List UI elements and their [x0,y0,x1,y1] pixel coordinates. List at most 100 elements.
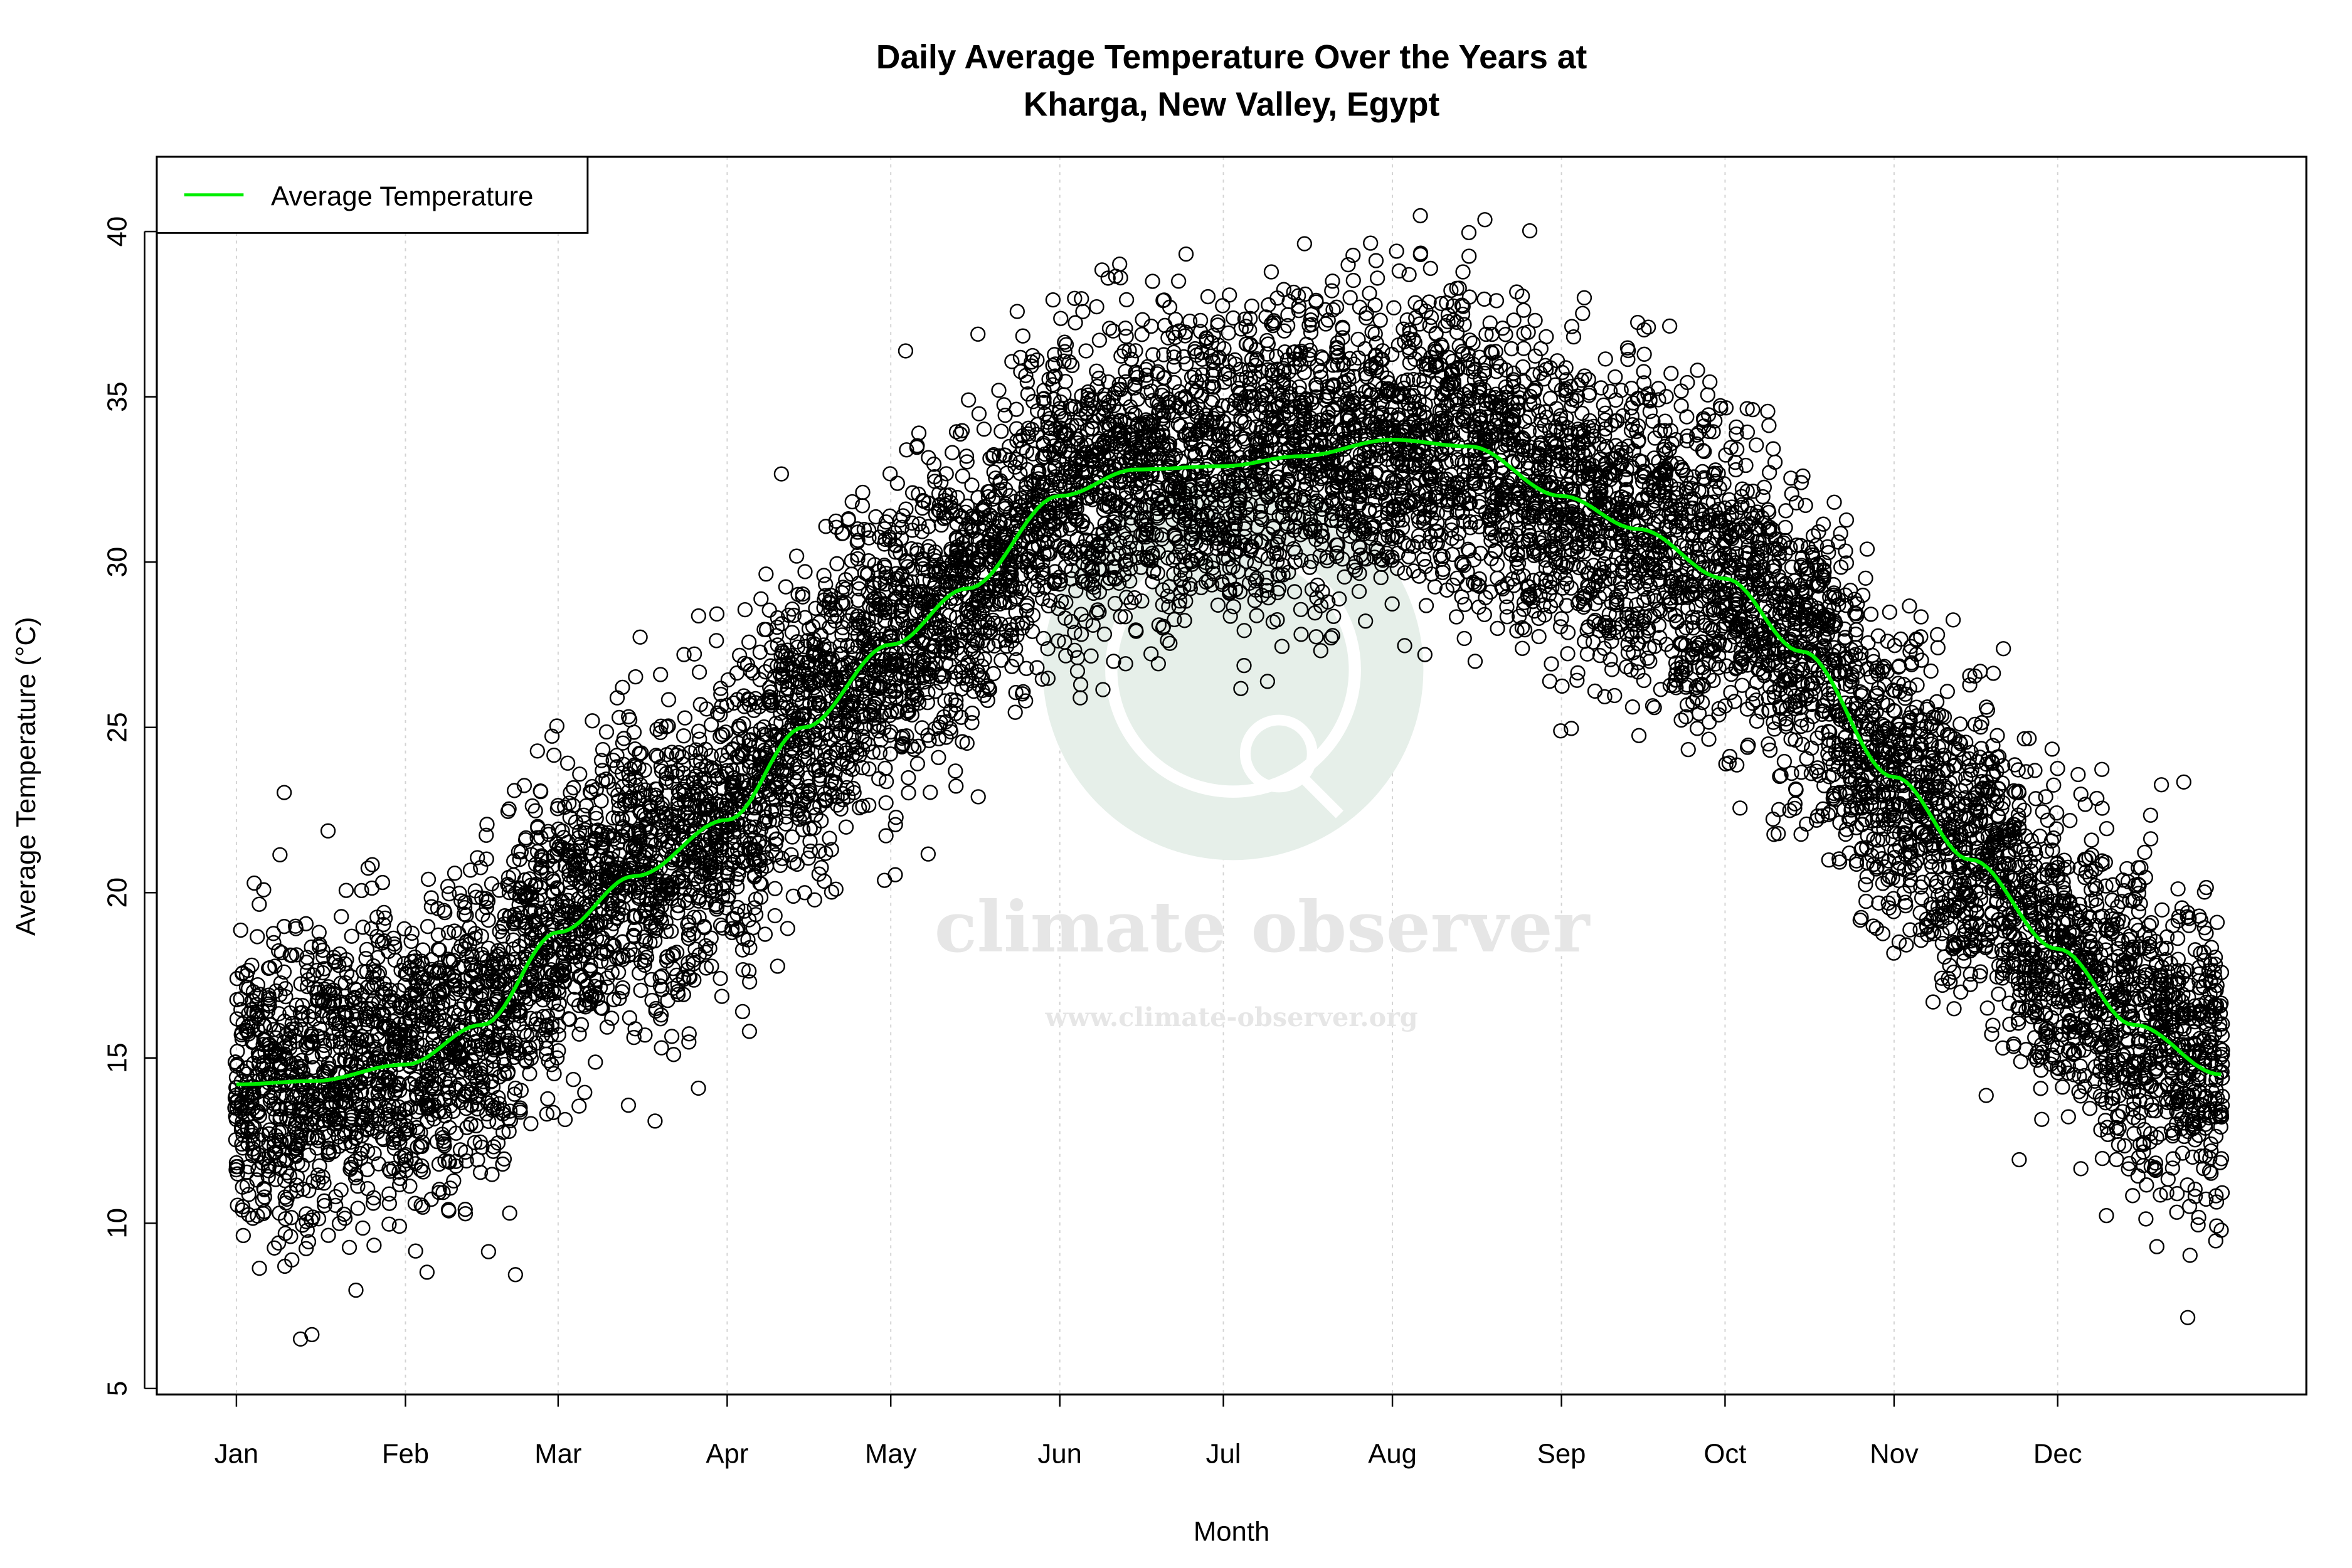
data-point [252,896,267,912]
data-point [338,1094,354,1110]
data-point [479,899,494,915]
data-point [282,1036,298,1052]
data-point [268,1172,283,1187]
data-point [301,1183,317,1199]
data-point [492,924,507,940]
data-point [256,882,272,898]
data-point [339,965,355,981]
data-point [474,1139,490,1155]
data-point [470,850,485,866]
data-point [304,1212,319,1228]
data-point [360,861,376,876]
data-point [492,1019,507,1035]
data-point [383,1074,398,1090]
data-point [413,953,430,969]
data-point [295,1217,310,1233]
data-point [272,1132,287,1148]
data-point [278,988,294,1005]
data-point [343,1113,359,1128]
data-point [364,857,380,872]
data-point [331,958,347,973]
data-point [415,1134,430,1150]
data-point [459,1120,475,1135]
data-point [383,1108,398,1124]
data-point [358,1067,374,1083]
data-point [408,1243,423,1259]
data-point [414,1158,430,1174]
data-point [467,930,483,946]
data-point [423,951,440,968]
data-point [376,904,392,920]
data-point [371,1116,387,1131]
data-point [480,893,496,909]
data-point [479,817,495,832]
data-point [293,1058,309,1074]
data-point [343,1057,359,1073]
data-point [350,1179,366,1194]
data-point [344,1138,360,1154]
data-point [462,862,479,878]
data-point [311,939,327,955]
data-point [262,1017,278,1033]
data-point [260,1168,276,1185]
data-point [276,964,292,980]
data-point [320,823,336,839]
data-point [442,1180,458,1196]
data-point [381,1161,397,1177]
data-point [354,882,369,899]
data-point [440,1084,457,1100]
data-point [457,1202,473,1217]
data-point [348,1282,364,1298]
data-point [327,993,342,1009]
chart-subtitle: Kharga, New Valley, Egypt [1024,86,1440,123]
data-point [479,851,494,867]
data-point [440,925,457,941]
data-point [352,1075,369,1091]
data-point [396,1148,413,1164]
data-point [440,1079,457,1095]
data-point [283,1100,299,1116]
data-point [241,1159,257,1175]
data-point [240,962,256,978]
data-point [436,1133,452,1149]
data-point [420,871,437,887]
data-point [404,925,420,941]
data-point [353,1084,369,1099]
data-point [484,1167,500,1182]
data-point [284,947,300,963]
data-point [470,977,486,992]
data-point [244,957,260,973]
data-point [289,947,304,963]
data-point [298,1241,314,1256]
data-point [415,942,431,958]
data-point [298,916,314,931]
data-point [344,928,359,944]
data-point [484,1073,499,1089]
data-point [413,970,429,985]
data-point [334,909,349,924]
data-point [457,1206,474,1222]
data-point [317,961,332,977]
data-point [235,1227,252,1244]
data-point [485,1139,502,1155]
data-point [480,1113,497,1129]
data-point [437,904,453,921]
data-point [392,1170,408,1187]
data-point [338,882,354,898]
data-point [383,1163,398,1179]
data-point [383,982,398,998]
data-point [457,899,473,916]
data-point [458,1144,474,1160]
data-point [328,954,344,970]
data-point [403,933,419,950]
data-point [295,1181,311,1197]
data-point [240,1019,256,1035]
data-point [305,1060,321,1076]
data-point [413,1125,428,1140]
data-point [355,919,371,935]
data-point [371,1004,387,1019]
data-point [473,990,489,1007]
data-point [381,1195,398,1211]
data-point [267,1240,282,1256]
